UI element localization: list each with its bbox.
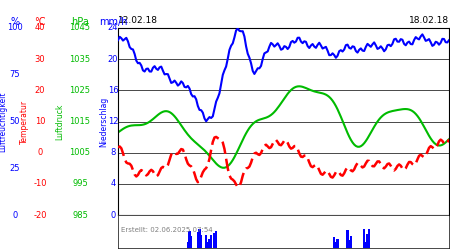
Text: 50: 50	[10, 117, 20, 126]
Bar	[197, 232, 199, 248]
Bar	[368, 229, 370, 248]
Text: 10: 10	[35, 117, 45, 126]
Text: Luftfeuchtigkeit: Luftfeuchtigkeit	[0, 91, 8, 152]
Bar	[215, 231, 217, 248]
Bar	[187, 242, 189, 248]
Text: 1025: 1025	[69, 86, 90, 95]
Bar	[346, 230, 349, 248]
Bar	[337, 238, 339, 248]
Bar	[198, 228, 201, 248]
Text: 995: 995	[72, 179, 88, 188]
Bar	[366, 234, 369, 248]
Text: %: %	[10, 17, 19, 27]
Bar	[210, 236, 212, 248]
Text: 0: 0	[110, 210, 116, 220]
Text: 25: 25	[10, 164, 20, 173]
Text: 0: 0	[13, 210, 18, 220]
Text: 4: 4	[110, 179, 116, 188]
Text: 1015: 1015	[69, 117, 90, 126]
Text: 1045: 1045	[69, 24, 90, 32]
Text: Temperatur: Temperatur	[19, 100, 28, 144]
Text: 1035: 1035	[69, 55, 90, 64]
Text: 0: 0	[37, 148, 43, 157]
Bar	[333, 237, 335, 248]
Text: °C: °C	[34, 17, 46, 27]
Text: 18.02.18: 18.02.18	[409, 16, 449, 25]
Text: 985: 985	[72, 210, 88, 220]
Text: 1005: 1005	[69, 148, 90, 157]
Bar	[207, 242, 209, 248]
Text: Niederschlag: Niederschlag	[99, 96, 108, 146]
Text: 20: 20	[108, 55, 118, 64]
Text: hPa: hPa	[71, 17, 89, 27]
Bar	[208, 239, 211, 248]
Text: 24: 24	[108, 24, 118, 32]
Text: 40: 40	[35, 24, 45, 32]
Bar	[213, 233, 216, 248]
Bar	[190, 236, 192, 248]
Bar	[350, 236, 352, 248]
Bar	[348, 240, 351, 248]
Bar	[364, 242, 367, 248]
Text: 75: 75	[10, 70, 20, 79]
Bar	[363, 229, 365, 248]
Text: Luftdruck: Luftdruck	[55, 103, 64, 140]
Text: 16: 16	[108, 86, 118, 95]
Bar	[189, 232, 191, 248]
Text: 30: 30	[35, 55, 45, 64]
Text: mm/h: mm/h	[99, 17, 127, 27]
Text: -20: -20	[33, 210, 47, 220]
Text: -10: -10	[33, 179, 47, 188]
Text: 12.02.18: 12.02.18	[118, 16, 158, 25]
Text: 20: 20	[35, 86, 45, 95]
Text: 100: 100	[7, 24, 23, 32]
Bar	[200, 235, 202, 248]
Bar	[335, 242, 337, 248]
Text: 8: 8	[110, 148, 116, 157]
Text: 12: 12	[108, 117, 118, 126]
Text: Erstellt: 02.06.2025 07:54: Erstellt: 02.06.2025 07:54	[122, 227, 213, 233]
Bar	[205, 236, 207, 248]
